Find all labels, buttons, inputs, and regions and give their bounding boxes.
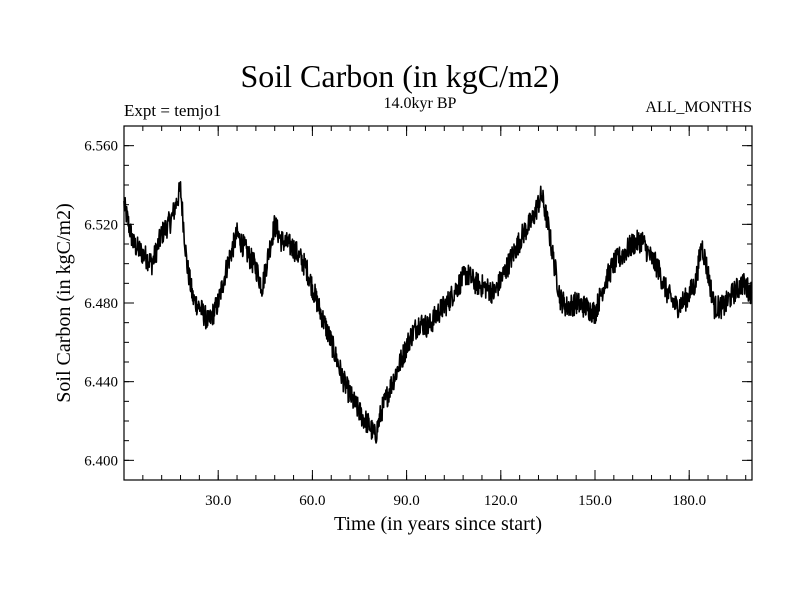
y-tick-label: 6.440 — [84, 375, 118, 391]
chart-subtitle: 14.0kyr BP — [383, 95, 457, 112]
y-tick-label: 6.400 — [84, 453, 118, 469]
x-tick-label: 150.0 — [578, 493, 612, 509]
soil-carbon-series-line — [123, 181, 753, 444]
x-tick-label: 120.0 — [484, 493, 518, 509]
y-tick-label: 6.560 — [84, 139, 118, 155]
x-axis-title: Time (in years since start) — [334, 513, 542, 535]
y-axis-title: Soil Carbon (in kgC/m2) — [53, 203, 75, 402]
chart-title: Soil Carbon (in kgC/m2) — [240, 58, 560, 94]
y-tick-label: 6.480 — [84, 296, 118, 312]
y-tick-label: 6.520 — [84, 217, 118, 233]
experiment-label: Expt = temjo1 — [124, 101, 222, 120]
x-tick-label: 30.0 — [205, 493, 231, 509]
months-label: ALL_MONTHS — [645, 99, 752, 116]
y-axis-ticks: 6.400 6.440 6.480 6.520 6.560 — [84, 125, 752, 481]
x-tick-label: 180.0 — [672, 493, 706, 509]
x-tick-label: 60.0 — [299, 493, 325, 509]
x-tick-label: 90.0 — [393, 493, 419, 509]
x-axis-ticks: 30.0 60.0 90.0 120.0 150.0 180.0 — [123, 126, 747, 509]
